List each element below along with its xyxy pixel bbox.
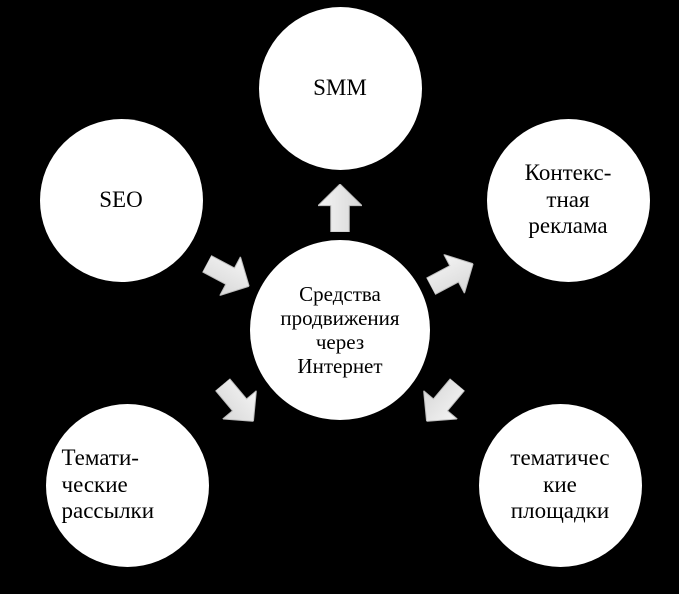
outer-node-smm: SMM bbox=[259, 7, 422, 170]
outer-node-thematic-sites: тематичес кие площадки bbox=[479, 404, 642, 567]
outer-node-label: тематичес кие площадки bbox=[510, 445, 609, 524]
arrow-icon bbox=[410, 370, 475, 435]
outer-node-context-ad: Контекс- тная реклама bbox=[487, 119, 650, 282]
arrow-icon bbox=[420, 244, 483, 305]
outer-node-label: SEO bbox=[99, 187, 142, 213]
outer-node-label: Темати- ческие рассылки bbox=[62, 445, 155, 524]
arrow-icon bbox=[206, 370, 271, 435]
outer-node-label: SMM bbox=[313, 75, 367, 101]
diagram-canvas: Средства продвижения через Интернет SMM … bbox=[0, 0, 679, 594]
outer-node-seo: SEO bbox=[40, 119, 203, 282]
arrow-icon bbox=[196, 244, 259, 305]
arrow-icon bbox=[318, 184, 362, 232]
outer-node-mailings: Темати- ческие рассылки bbox=[46, 404, 209, 567]
center-node: Средства продвижения через Интернет bbox=[250, 240, 430, 420]
outer-node-label: Контекс- тная реклама bbox=[525, 160, 612, 239]
center-node-label: Средства продвижения через Интернет bbox=[280, 282, 399, 379]
